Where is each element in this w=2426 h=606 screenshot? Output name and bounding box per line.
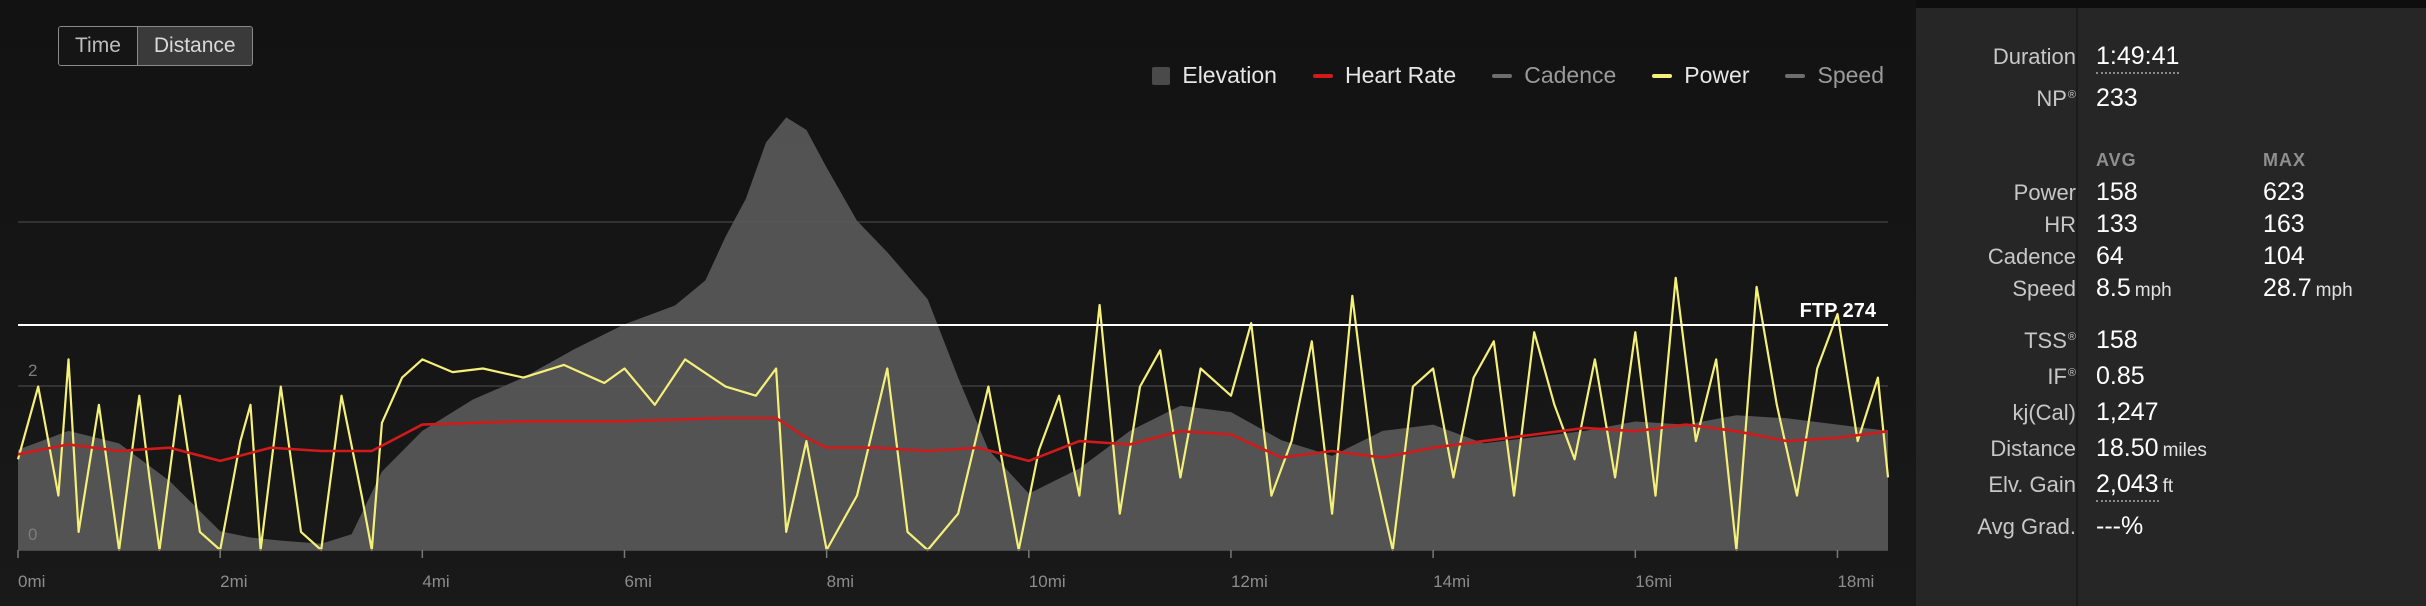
- speed-avg-unit: mph: [2134, 280, 2172, 301]
- elevation-gain-value: 2,043 ft: [2096, 470, 2174, 502]
- if-value: 0.85: [2096, 362, 2145, 390]
- ride-chart[interactable]: FTP 274 0 2 0mi 2mi 4mi 6mi 8mi 10mi 12mi 14mi 16mi…: [0, 0, 1916, 606]
- duration-value-text: 1:49:41: [2096, 42, 2180, 74]
- avg-grade-label: Avg Grad.: [1977, 514, 2076, 539]
- time-distance-toggle[interactable]: Time Distance: [58, 26, 253, 66]
- elevation-area: [18, 117, 1888, 551]
- distance-toggle-button[interactable]: Distance: [136, 27, 252, 65]
- stats-divider: [2076, 8, 2078, 606]
- kj-value: 1,247: [2096, 398, 2159, 426]
- x-tick-label: 0mi: [18, 572, 45, 591]
- stats-panel: Duration 1:49:41 NP® 233 AVG MAX Power 1…: [1916, 8, 2426, 606]
- heart-rate-swatch-icon: [1312, 73, 1333, 78]
- cadence-label: Cadence: [1987, 244, 2076, 269]
- tss-label-text: TSS: [2024, 328, 2067, 353]
- legend-power-label: Power: [1684, 62, 1750, 88]
- x-tick-label: 2mi: [220, 572, 247, 591]
- x-tick-label: 8mi: [827, 572, 854, 591]
- legend-cadence[interactable]: Cadence: [1492, 62, 1616, 89]
- legend-power[interactable]: Power: [1652, 62, 1749, 89]
- power-swatch-icon: [1652, 73, 1673, 78]
- distance-value: 18.50 miles: [2096, 434, 2207, 463]
- legend-speed[interactable]: Speed: [1785, 62, 1884, 89]
- x-tick-label: 14mi: [1433, 572, 1470, 591]
- duration-value: 1:49:41: [2096, 42, 2180, 74]
- power-line: [16, 276, 1890, 552]
- power-max-value: 623: [2263, 178, 2305, 206]
- speed-label: Speed: [2012, 276, 2076, 301]
- legend-elevation[interactable]: Elevation: [1152, 62, 1277, 89]
- speed-max-number: 28.7: [2263, 274, 2312, 302]
- x-tick-label: 10mi: [1029, 572, 1066, 591]
- chart-panel: FTP 274 0 2 0mi 2mi 4mi 6mi 8mi 10mi 12mi 14mi 16mi…: [0, 0, 1916, 606]
- hr-max-value: 163: [2263, 210, 2305, 238]
- speed-max-unit: mph: [2315, 280, 2353, 301]
- y-tick-label: 2: [28, 361, 37, 380]
- legend-elevation-label: Elevation: [1182, 62, 1277, 88]
- power-label: Power: [2013, 180, 2076, 205]
- if-label: IF®: [2047, 364, 2076, 390]
- speed-avg-value: 8.5 mph: [2096, 274, 2172, 303]
- cadence-avg-value: 64: [2096, 242, 2124, 270]
- distance-unit: miles: [2162, 440, 2207, 461]
- chart-legend: Elevation Heart Rate Cadence Power Speed: [1152, 62, 1884, 89]
- elevation-swatch-icon: [1152, 66, 1171, 85]
- cadence-swatch-icon: [1492, 73, 1513, 78]
- if-registered-mark: ®: [2067, 366, 2076, 379]
- legend-heart-rate-label: Heart Rate: [1344, 62, 1457, 88]
- if-label-text: IF: [2047, 364, 2067, 389]
- distance-label: Distance: [1990, 436, 2076, 461]
- np-label: NP®: [2036, 86, 2076, 112]
- time-toggle-button[interactable]: Time: [59, 27, 137, 65]
- legend-heart-rate[interactable]: Heart Rate: [1312, 62, 1457, 89]
- speed-max-value: 28.7 mph: [2263, 274, 2353, 303]
- ftp-label: FTP 274: [1800, 300, 1877, 322]
- elevation-gain-number: 2,043: [2096, 470, 2159, 502]
- np-label-text: NP: [2036, 86, 2067, 111]
- speed-avg-number: 8.5: [2096, 274, 2131, 302]
- duration-label: Duration: [1992, 44, 2076, 69]
- hr-label: HR: [2044, 212, 2076, 237]
- tss-label: TSS®: [2024, 328, 2076, 354]
- tss-value: 158: [2096, 326, 2138, 354]
- avg-column-header: AVG: [2096, 150, 2137, 170]
- legend-speed-label: Speed: [1817, 62, 1884, 88]
- max-column-header: MAX: [2263, 150, 2306, 170]
- x-tick-label: 16mi: [1635, 572, 1672, 591]
- x-tick-label: 6mi: [624, 572, 651, 591]
- power-avg-value: 158: [2096, 178, 2138, 206]
- tss-registered-mark: ®: [2067, 330, 2076, 343]
- kj-label: kj(Cal): [2012, 400, 2076, 425]
- x-tick-label: 18mi: [1837, 572, 1874, 591]
- speed-swatch-icon: [1785, 73, 1806, 78]
- np-registered-mark: ®: [2067, 88, 2076, 101]
- elevation-gain-label: Elv. Gain: [1988, 472, 2076, 497]
- heart-rate-line: [17, 416, 1889, 463]
- avg-grade-value: ---%: [2096, 512, 2144, 540]
- hr-avg-value: 133: [2096, 210, 2138, 238]
- distance-number: 18.50: [2096, 434, 2159, 462]
- y-tick-label: 0: [28, 525, 37, 544]
- elevation-gain-unit: ft: [2162, 476, 2174, 497]
- np-value: 233: [2096, 84, 2138, 112]
- legend-cadence-label: Cadence: [1524, 62, 1617, 88]
- x-tick-label: 4mi: [422, 572, 449, 591]
- cadence-max-value: 104: [2263, 242, 2305, 270]
- x-tick-label: 12mi: [1231, 572, 1268, 591]
